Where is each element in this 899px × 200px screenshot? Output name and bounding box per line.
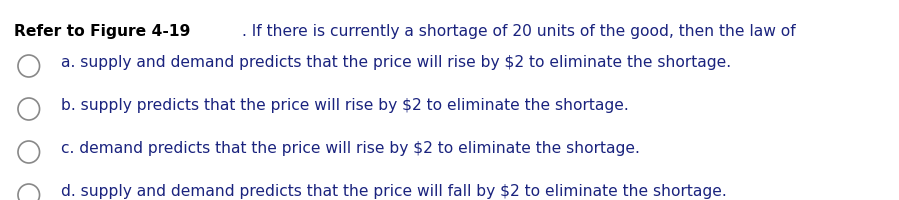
- Text: b. supply predicts that the price will rise by $2 to eliminate the shortage.: b. supply predicts that the price will r…: [61, 98, 629, 113]
- Text: c. demand predicts that the price will rise by $2 to eliminate the shortage.: c. demand predicts that the price will r…: [61, 141, 640, 156]
- Text: . If there is currently a shortage of 20 units of the good, then the law of: . If there is currently a shortage of 20…: [242, 24, 796, 39]
- Text: d. supply and demand predicts that the price will fall by $2 to eliminate the sh: d. supply and demand predicts that the p…: [61, 184, 727, 199]
- Text: Refer to Figure 4-19: Refer to Figure 4-19: [14, 24, 191, 39]
- Text: a. supply and demand predicts that the price will rise by $2 to eliminate the sh: a. supply and demand predicts that the p…: [61, 55, 731, 70]
